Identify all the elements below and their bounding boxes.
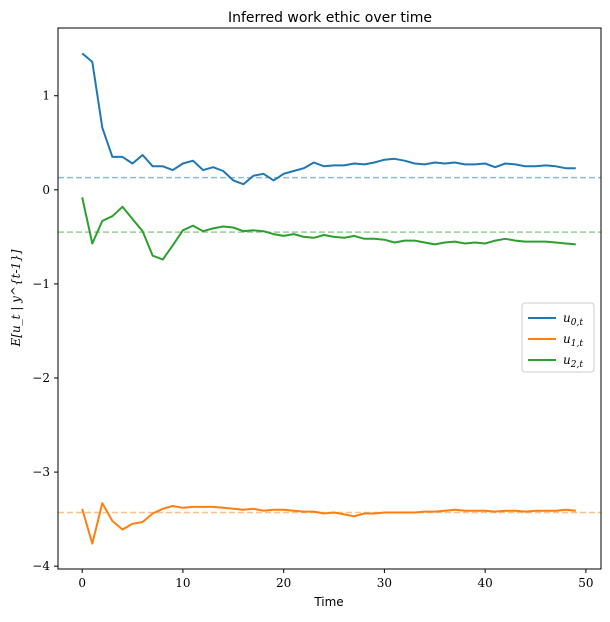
x-tick-label: 40 bbox=[478, 576, 493, 590]
y-tick-label: −1 bbox=[32, 277, 50, 291]
plot-frame bbox=[57, 27, 602, 570]
series-line-2 bbox=[81, 197, 576, 261]
y-tick-label: 1 bbox=[42, 89, 50, 103]
x-tick-label: 50 bbox=[578, 576, 593, 590]
legend-label-subscript: 2,t bbox=[570, 360, 584, 370]
y-axis-label: E[u_t | y^{t-1}] bbox=[9, 249, 23, 347]
y-tick-label: −2 bbox=[32, 371, 50, 385]
series-line-0 bbox=[81, 52, 576, 186]
x-tick-label: 10 bbox=[175, 576, 190, 590]
legend-box bbox=[521, 302, 595, 373]
y-tick-label: −3 bbox=[32, 465, 50, 479]
legend-label-subscript: 1,t bbox=[571, 339, 584, 349]
x-tick-label: 20 bbox=[276, 576, 291, 590]
legend-label-subscript: 0,t bbox=[571, 318, 584, 328]
series-line-1 bbox=[81, 502, 576, 545]
y-tick-label: −4 bbox=[32, 559, 50, 573]
y-tick-label: 0 bbox=[42, 183, 50, 197]
x-tick-label: 30 bbox=[377, 576, 392, 590]
x-tick-label: 0 bbox=[78, 576, 86, 590]
x-axis-label: Time bbox=[313, 595, 343, 609]
chart-title: Inferred work ethic over time bbox=[228, 10, 432, 26]
